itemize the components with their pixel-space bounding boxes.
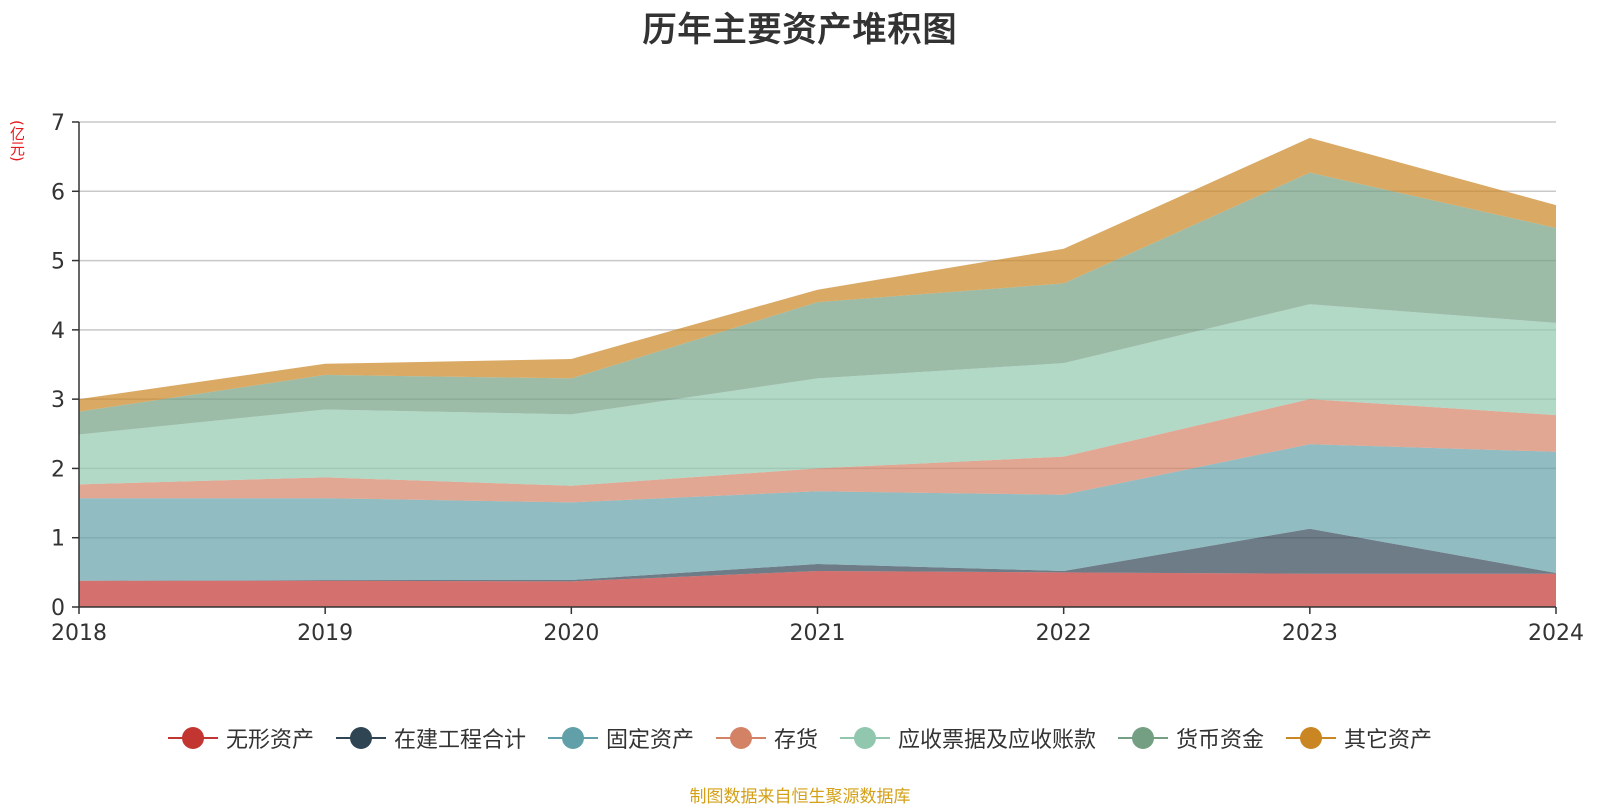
legend-label: 其它资产 [1344, 728, 1433, 753]
axes [72, 121, 1557, 614]
area-series-4: 应收票据及应收账款 [79, 304, 1556, 486]
legend-item[interactable]: 无形资产 [167, 722, 314, 754]
y-tick-label: 2 [51, 457, 65, 482]
legend-marker-icon [1118, 726, 1169, 750]
x-tick-label: 2021 [790, 621, 846, 646]
y-tick-label: 3 [51, 388, 65, 413]
legend-marker-icon [715, 726, 766, 750]
x-tick-label: 2024 [1528, 621, 1584, 646]
area-series-6: 其它资产 [79, 137, 1556, 412]
area-series-2: 固定资产 [79, 444, 1556, 581]
legend-marker-icon [840, 726, 890, 750]
legend-item[interactable]: 在建工程合计 [335, 722, 526, 754]
y-axis-unit-label: (亿元) [8, 120, 26, 162]
area-series-0: 无形资产 [79, 571, 1556, 607]
legend-item[interactable]: 固定资产 [547, 722, 694, 754]
source-note: 制图数据来自恒生聚源数据库 [689, 787, 911, 807]
tick-labels: 0 1 2 3 4 5 6 7 2018 2019 2020 2021 2022 2023 2024 [51, 111, 1584, 646]
area-series-5: 货币资金 [79, 172, 1556, 435]
area-series-1: 在建工程合计 [79, 528, 1556, 582]
y-tick-label: 5 [51, 250, 65, 275]
legend: 无形资产 在建工程合计 固定资产 存货 应收票据及应收账款 货币资金 其它资产 [0, 722, 1600, 754]
x-tick-label: 2020 [543, 621, 599, 646]
x-tick-label: 2019 [297, 621, 353, 646]
legend-label: 存货 [773, 728, 818, 753]
legend-label: 应收票据及应收账款 [898, 728, 1097, 753]
legend-label: 货币资金 [1176, 728, 1265, 753]
legend-label: 无形资产 [225, 728, 314, 753]
legend-item[interactable]: 存货 [715, 722, 818, 754]
area-series-3: 存货 [79, 399, 1556, 503]
legend-marker-icon [167, 726, 218, 750]
legend-item[interactable]: 其它资产 [1286, 722, 1432, 754]
chart-title: 历年主要资产堆积图 [642, 10, 958, 50]
x-tick-label: 2023 [1282, 621, 1338, 646]
legend-label: 固定资产 [605, 728, 694, 753]
legend-label: 在建工程合计 [393, 728, 526, 753]
y-tick-label: 0 [51, 596, 65, 621]
x-tick-label: 2022 [1036, 621, 1092, 646]
legend-marker-icon [335, 726, 386, 750]
legend-marker-icon [1286, 726, 1337, 750]
y-tick-label: 6 [51, 180, 65, 205]
y-tick-label: 4 [51, 319, 65, 344]
legend-marker-icon [547, 726, 598, 750]
x-tick-label: 2018 [51, 621, 107, 646]
y-tick-label: 1 [51, 527, 65, 552]
legend-item[interactable]: 货币资金 [1118, 722, 1264, 754]
legend-item[interactable]: 应收票据及应收账款 [840, 722, 1096, 754]
y-tick-label: 7 [51, 111, 65, 136]
